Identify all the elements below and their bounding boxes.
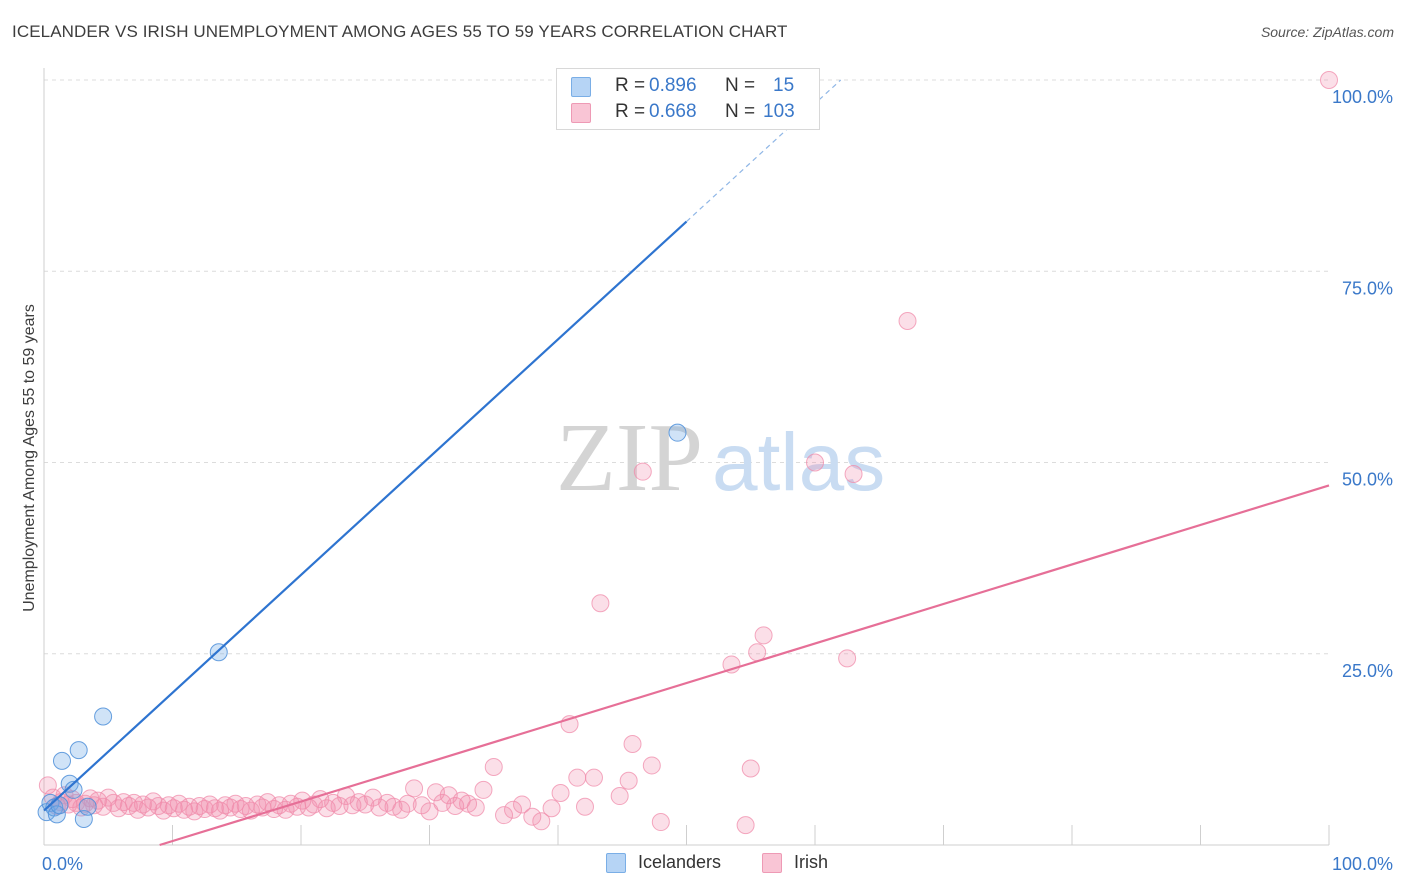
n-label: N =: [725, 75, 756, 96]
irish-point: [542, 799, 561, 818]
icelander-point: [209, 643, 228, 662]
irish-point: [575, 797, 594, 816]
n-value: 15: [773, 75, 795, 96]
y-tick-label: 75.0%: [1342, 278, 1393, 298]
icelander-point: [74, 809, 93, 828]
n-value: 103: [763, 101, 795, 122]
irish-point: [330, 796, 349, 815]
r-value: 0.896: [649, 75, 697, 96]
irish-swatch: [762, 853, 782, 873]
r-label: R =: [615, 101, 646, 122]
n-label: N =: [725, 101, 756, 122]
irish-point: [623, 735, 642, 754]
irish-point: [211, 801, 230, 820]
irish-point: [398, 794, 417, 813]
irish-point: [119, 796, 138, 815]
irish-point: [736, 816, 755, 835]
icelander-point: [52, 751, 71, 770]
watermark-atlas: atlas: [712, 417, 885, 508]
irish-point: [484, 757, 503, 776]
irish-point: [584, 768, 603, 787]
irish-point: [523, 807, 542, 826]
irish-point: [568, 768, 587, 787]
irish-point: [748, 643, 767, 662]
irish-point: [551, 783, 570, 802]
icelander-point: [668, 423, 687, 442]
legend-label-icelanders: Icelanders: [638, 852, 722, 872]
irish-point: [898, 311, 917, 330]
irish-point: [838, 649, 857, 668]
icelanders-swatch: [606, 853, 626, 873]
axes: [43, 68, 1330, 846]
series-legend: Icelanders Irish: [606, 852, 906, 876]
irish-swatch: [571, 103, 591, 123]
gridlines: [44, 79, 1329, 655]
icelander-point: [69, 741, 88, 760]
irish-points: [38, 71, 1338, 835]
irish-point: [591, 594, 610, 613]
icelanders-swatch: [571, 77, 591, 97]
irish-point: [532, 812, 551, 831]
r-value: 0.668: [649, 101, 697, 122]
icelanders-trend-line: [43, 220, 688, 812]
watermark-zip: ZIP: [556, 404, 703, 512]
r-label: R =: [615, 75, 646, 96]
y-tick-label: 100.0%: [1332, 87, 1393, 107]
irish-point: [474, 780, 493, 799]
irish-point: [806, 453, 824, 472]
irish-point: [1320, 71, 1338, 89]
irish-point: [258, 793, 277, 812]
irish-point: [133, 795, 152, 814]
irish-point: [504, 800, 523, 819]
x-tick-label: 0.0%: [42, 854, 83, 874]
irish-point: [405, 779, 424, 798]
irish-point: [88, 791, 107, 810]
irish-point: [104, 793, 123, 812]
icelander-point: [94, 707, 113, 726]
irish-point: [363, 788, 382, 807]
source-credit: Source: ZipAtlas.com: [1260, 24, 1394, 40]
irish-point: [651, 813, 670, 832]
legend-label-irish: Irish: [794, 852, 829, 872]
icelander-point: [50, 796, 69, 815]
irish-point: [619, 771, 638, 790]
irish-point: [642, 756, 661, 775]
icelander-point: [78, 797, 97, 816]
irish-point: [466, 798, 485, 817]
irish-trend-line: [159, 484, 1330, 847]
x-tick-label: 100.0%: [1332, 854, 1393, 874]
watermark: ZIP atlas: [556, 404, 885, 512]
irish-point: [754, 626, 773, 645]
irish-point: [94, 797, 113, 816]
irish-point: [610, 787, 629, 806]
tick-labels: 100.0% 75.0% 50.0% 25.0% 0.0% 100.0%: [42, 87, 1393, 874]
chart-title: ICELANDER VS IRISH UNEMPLOYMENT AMONG AG…: [12, 22, 788, 41]
irish-point: [741, 759, 760, 778]
y-tick-label: 25.0%: [1342, 661, 1393, 681]
irish-point: [633, 462, 652, 481]
irish-point: [420, 802, 439, 821]
irish-point: [356, 795, 375, 814]
irish-point: [169, 794, 188, 813]
correlation-legend: R = 0.896 N = 15 R = 0.668 N = 103: [556, 68, 820, 130]
irish-point: [495, 806, 514, 825]
irish-point: [844, 464, 863, 483]
y-tick-label: 50.0%: [1342, 470, 1393, 490]
irish-point: [513, 795, 532, 814]
